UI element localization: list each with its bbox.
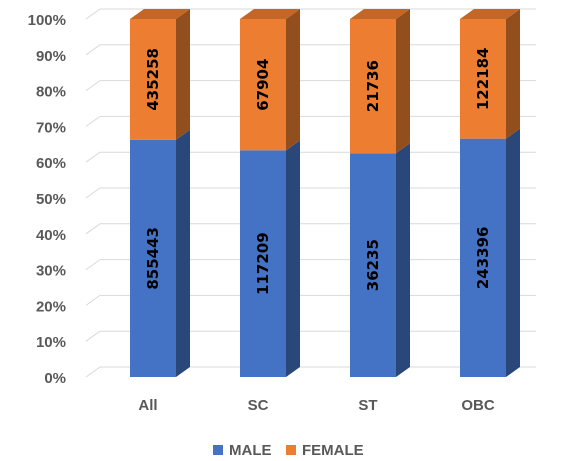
data-label: 243396	[474, 227, 492, 290]
data-label: 855443	[144, 227, 162, 290]
y-tick-label: 40%	[36, 227, 66, 244]
y-tick-label: 10%	[36, 334, 66, 351]
bar-segment-male: 855443	[130, 129, 190, 377]
y-tick-label: 20%	[36, 298, 66, 315]
gridline-diag	[85, 366, 101, 378]
bar-top	[130, 9, 190, 19]
gridline-diag	[85, 8, 101, 20]
gridline-diag	[85, 330, 101, 342]
bar-front	[240, 150, 286, 377]
data-label: 122184	[474, 48, 492, 111]
bar-side	[396, 143, 410, 377]
y-tick-label: 0%	[44, 370, 66, 387]
bar-segment-male: 243396	[460, 128, 520, 377]
gridline-diag	[85, 223, 101, 235]
x-tick-label: All	[138, 397, 157, 414]
bar-side	[506, 128, 520, 377]
bar-segment-female: 21736	[350, 9, 410, 154]
bar-segment-male: 36235	[350, 143, 410, 377]
legend: MALE FEMALE	[213, 442, 364, 459]
gridline-diag	[85, 151, 101, 163]
gridline-diag	[85, 294, 101, 306]
gridline-diag	[85, 259, 101, 271]
legend-label-female: FEMALE	[302, 442, 364, 459]
data-label: 36235	[364, 239, 382, 291]
y-tick-label: 90%	[36, 48, 66, 65]
x-tick-label: OBC	[461, 397, 495, 414]
bar-segment-male: 117209	[240, 140, 300, 377]
gridline-diag	[85, 80, 101, 92]
bars: 855443 435258 117209 67904 36235 21736 243396 1…	[130, 9, 520, 377]
y-tick-label: 70%	[36, 119, 66, 136]
y-tick-label: 80%	[36, 84, 66, 101]
bar-side	[286, 9, 300, 151]
bar-side	[176, 129, 190, 377]
gridline-diag	[85, 115, 101, 127]
x-tick-label: ST	[358, 397, 377, 414]
bar-front	[240, 19, 286, 151]
gridline-diag	[85, 44, 101, 56]
bar-front	[460, 19, 506, 139]
bar-top	[460, 9, 520, 19]
bar-front	[350, 153, 396, 377]
y-tick-label: 50%	[36, 191, 66, 208]
legend-swatch-female	[286, 445, 296, 455]
y-tick-label: 30%	[36, 263, 66, 280]
bar-segment-female: 122184	[460, 9, 520, 139]
data-label: 21736	[364, 60, 382, 112]
bar-front	[130, 139, 176, 377]
data-label: 67904	[254, 59, 272, 111]
bar-top	[240, 9, 300, 19]
y-tick-label: 100%	[28, 12, 66, 29]
gridline-diag	[85, 187, 101, 199]
bar-segment-female: 67904	[240, 9, 300, 151]
y-tick-label: 60%	[36, 155, 66, 172]
legend-label-male: MALE	[229, 442, 272, 459]
bar-front	[130, 19, 176, 140]
x-axis: All SC ST OBC	[138, 397, 494, 414]
legend-swatch-male	[213, 445, 223, 455]
data-label: 435258	[144, 48, 162, 111]
bar-front	[350, 19, 396, 154]
bar-top	[350, 9, 410, 19]
x-tick-label: SC	[248, 397, 269, 414]
bar-front	[460, 138, 506, 377]
bar-segment-female: 435258	[130, 9, 190, 140]
bar-side	[176, 9, 190, 140]
bar-side	[506, 9, 520, 139]
y-axis: 0% 10% 20% 30% 40% 50% 60% 70% 80% 90% 100%	[28, 12, 66, 387]
data-label: 117209	[254, 232, 272, 295]
bar-side	[286, 140, 300, 377]
bar-side	[396, 9, 410, 154]
